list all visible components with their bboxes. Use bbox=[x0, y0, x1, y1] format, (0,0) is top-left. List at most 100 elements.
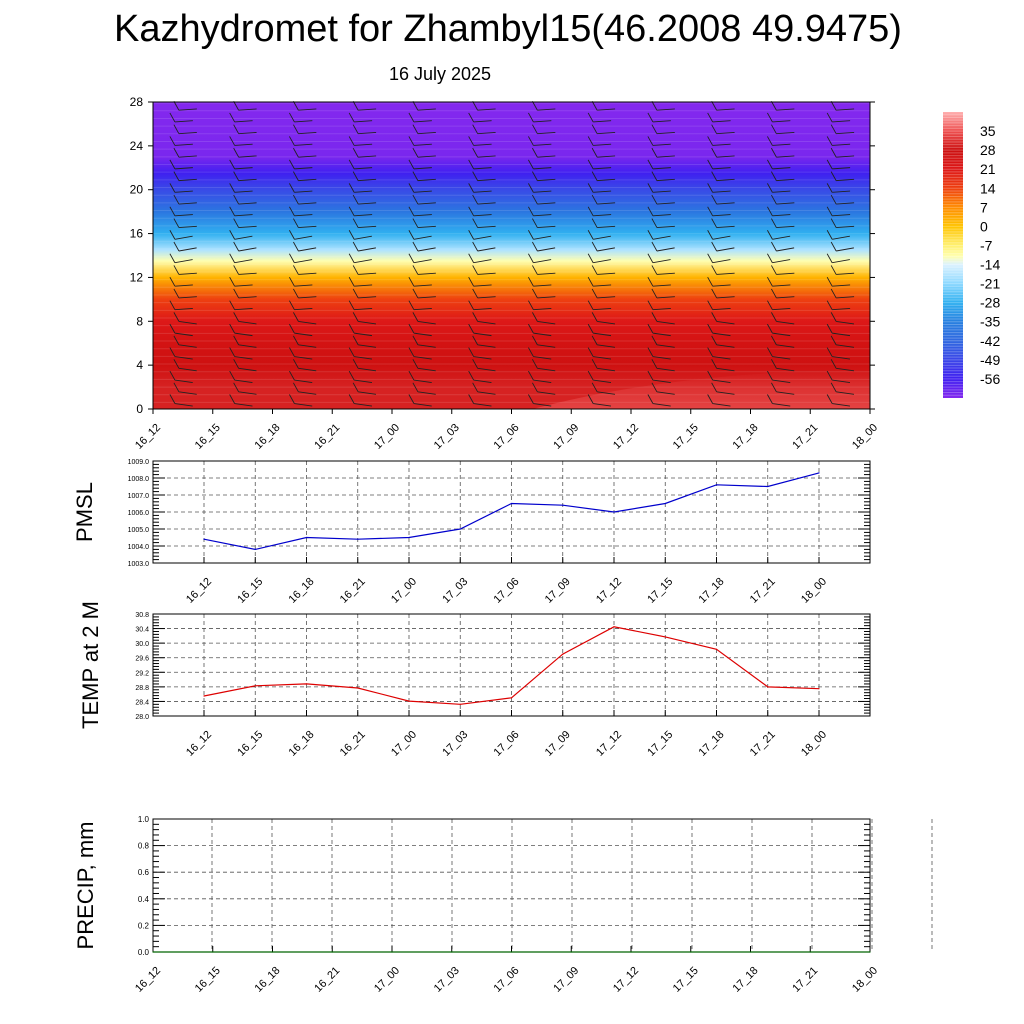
wind-barb bbox=[229, 323, 253, 337]
data-point bbox=[459, 528, 461, 530]
contour-line bbox=[152, 255, 871, 258]
wind-barb bbox=[771, 335, 795, 348]
data-point bbox=[203, 538, 205, 540]
wind-barb bbox=[169, 323, 193, 337]
wind-barb bbox=[711, 265, 735, 275]
wind-barb bbox=[293, 101, 317, 111]
contour-line bbox=[152, 362, 871, 366]
contour-line bbox=[152, 209, 871, 212]
wind-barb bbox=[408, 206, 432, 217]
y-tick-label: 16 bbox=[130, 227, 144, 241]
x-tick-label: 17_21 bbox=[748, 576, 778, 606]
contour-line bbox=[152, 125, 871, 128]
data-point bbox=[715, 648, 718, 650]
wind-barb bbox=[293, 194, 317, 205]
contour-line bbox=[152, 309, 871, 312]
wind-barb bbox=[229, 206, 253, 217]
contour-line bbox=[152, 240, 871, 243]
x-tick-label: 17_12 bbox=[594, 729, 624, 759]
data-point bbox=[570, 951, 572, 953]
wind-barb bbox=[826, 347, 851, 360]
wind-barb bbox=[289, 136, 313, 146]
wind-barb bbox=[352, 124, 377, 135]
wind-barb bbox=[591, 312, 616, 325]
contour-line bbox=[152, 201, 871, 204]
wind-barb bbox=[711, 171, 735, 182]
data-point bbox=[459, 703, 461, 705]
wind-barb bbox=[472, 171, 496, 182]
wind-barb bbox=[173, 147, 197, 158]
contour-line bbox=[152, 247, 871, 250]
wind-barb bbox=[229, 300, 253, 311]
wind-barb bbox=[468, 183, 492, 193]
wind-barb bbox=[591, 382, 616, 395]
wind-barb bbox=[468, 394, 492, 407]
y-tick-label: 30.8 bbox=[135, 612, 149, 619]
y-tick-label: 1.0 bbox=[138, 815, 150, 824]
wind-barb bbox=[532, 171, 556, 182]
wind-barb bbox=[771, 359, 795, 372]
wind-barb bbox=[293, 265, 317, 275]
y-tick-label: 28.4 bbox=[135, 699, 149, 706]
wind-barb bbox=[289, 112, 313, 123]
wind-barb bbox=[528, 394, 552, 407]
wind-barb bbox=[826, 183, 851, 193]
wind-barb bbox=[472, 265, 496, 275]
wind-barb bbox=[408, 230, 432, 240]
contour-line bbox=[152, 109, 871, 112]
wind-barb bbox=[289, 159, 313, 170]
wind-barb bbox=[651, 171, 675, 182]
wind-barb bbox=[229, 347, 253, 360]
y-tick-label: 30.0 bbox=[135, 641, 149, 648]
wind-barb bbox=[408, 347, 432, 360]
wind-barb bbox=[468, 159, 492, 170]
wind-barb bbox=[826, 159, 851, 170]
wind-barb bbox=[229, 370, 253, 384]
wind-barb bbox=[711, 194, 735, 205]
wind-barb bbox=[472, 101, 496, 111]
wind-barb bbox=[707, 230, 731, 240]
wind-barb bbox=[293, 147, 317, 158]
wind-barb bbox=[826, 230, 850, 240]
x-tick-label: 17_12 bbox=[611, 965, 641, 995]
wind-barb bbox=[830, 288, 855, 299]
wind-barb bbox=[293, 312, 317, 325]
wind-barb bbox=[707, 183, 731, 193]
wind-barb bbox=[169, 300, 193, 311]
contour-line bbox=[152, 339, 871, 343]
y-tick-label: 1005.0 bbox=[128, 527, 150, 534]
colorbar-label: -49 bbox=[980, 352, 1000, 368]
wind-barb bbox=[647, 136, 671, 146]
x-tick-label: 16_15 bbox=[193, 422, 223, 452]
data-point bbox=[357, 687, 359, 689]
wind-barb bbox=[528, 159, 552, 170]
wind-barb bbox=[707, 136, 731, 146]
wind-barb bbox=[587, 394, 612, 407]
data-point bbox=[254, 685, 256, 687]
y-tick-label: 1009.0 bbox=[128, 459, 150, 466]
wind-barb bbox=[412, 171, 436, 182]
wind-barb bbox=[587, 276, 612, 287]
contour-line bbox=[152, 286, 871, 289]
wind-barb bbox=[352, 147, 377, 158]
wind-barb bbox=[352, 382, 377, 395]
data-point bbox=[562, 653, 564, 655]
wind-barb bbox=[412, 241, 436, 252]
wind-barb bbox=[830, 335, 855, 348]
contour-line bbox=[152, 178, 871, 181]
data-point bbox=[203, 695, 205, 697]
wind-barb bbox=[348, 159, 373, 170]
wind-barb bbox=[591, 218, 616, 228]
wind-barb bbox=[229, 394, 253, 407]
wind-barb bbox=[830, 312, 855, 325]
wind-barb bbox=[289, 276, 313, 287]
y-tick-label: 28 bbox=[130, 95, 144, 109]
wind-barb bbox=[587, 300, 612, 311]
contour-line bbox=[152, 316, 871, 320]
wind-barb bbox=[767, 323, 791, 337]
x-tick-label: 17_03 bbox=[432, 422, 462, 452]
wind-barb bbox=[472, 382, 496, 395]
wind-barb bbox=[169, 347, 193, 360]
wind-barb bbox=[532, 124, 556, 135]
wind-barb bbox=[771, 288, 795, 299]
